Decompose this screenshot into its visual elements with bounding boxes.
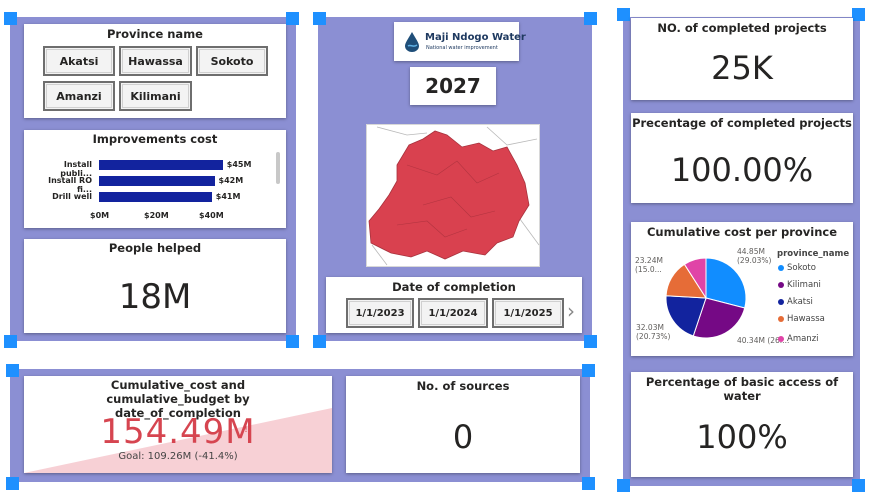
completed-projects-card: NO. of completed projects 25K xyxy=(631,18,853,100)
chevron-right-icon[interactable]: › xyxy=(567,299,575,323)
improvements-cost-title: Improvements cost xyxy=(92,132,218,146)
basic-access-card: Percentage of basic access of water 100% xyxy=(631,372,853,477)
legend-item-amanzi[interactable]: Amanzi xyxy=(778,334,819,344)
cost-budget-kpi: Cumulative_cost and cumulative_budget by… xyxy=(24,376,332,473)
province-option-hawassa[interactable]: Hawassa xyxy=(119,46,192,76)
resize-handle[interactable] xyxy=(6,364,19,377)
date-option-2023[interactable]: 1/1/2023 xyxy=(346,298,414,328)
date-option-2025[interactable]: 1/1/2025 xyxy=(492,298,564,328)
year-value: 2027 xyxy=(425,74,481,98)
warning-icon: ! xyxy=(244,424,249,435)
bar-label: Drill well xyxy=(52,192,92,201)
resize-handle[interactable] xyxy=(313,12,326,25)
water-drop-icon xyxy=(405,32,419,52)
cumulative-cost-pie-chart: Cumulative cost per province 44.85M (29.0… xyxy=(631,222,853,356)
pie-slice-amanzi[interactable] xyxy=(683,257,707,300)
basic-access-title: Percentage of basic access of water xyxy=(645,375,839,403)
map-shape[interactable] xyxy=(367,125,541,268)
resize-handle[interactable] xyxy=(582,477,595,490)
pie-data-label: 23.24M (15.0... xyxy=(635,256,663,274)
legend-item-kilimani[interactable]: Kilimani xyxy=(778,280,821,290)
sources-title: No. of sources xyxy=(416,379,510,393)
pct-completed-card: Precentage of completed projects 100.00% xyxy=(631,113,853,203)
people-helped-value: 18M xyxy=(118,277,192,317)
logo-card: Maji Ndogo Water National water improvem… xyxy=(394,22,526,61)
axis-tick-label: $0M xyxy=(90,211,110,220)
pie-slice-kilimani[interactable] xyxy=(692,297,746,339)
cost-budget-goal: Goal: 109.26M (-41.4%) xyxy=(118,451,238,462)
legend-title: province_name xyxy=(777,249,850,259)
cumulative-cost-title: Cumulative cost per province xyxy=(646,225,838,239)
pie-data-label: 40.34M (26.... xyxy=(737,336,790,345)
improvements-cost-chart: Improvements cost Install publi... Insta… xyxy=(24,130,286,228)
resize-handle[interactable] xyxy=(286,335,299,348)
bar[interactable] xyxy=(99,176,215,186)
people-helped-title: People helped xyxy=(108,241,202,255)
completed-projects-value: 25K xyxy=(711,49,773,87)
province-option-akatsi[interactable]: Akatsi xyxy=(43,46,115,76)
pct-completed-title: Precentage of completed projects xyxy=(632,116,852,130)
axis-tick-label: $40M xyxy=(199,211,224,220)
province-option-kilimani[interactable]: Kilimani xyxy=(119,81,192,111)
bar-label: Install RO fi... xyxy=(48,176,92,194)
resize-handle[interactable] xyxy=(582,364,595,377)
resize-handle[interactable] xyxy=(852,8,865,21)
bar[interactable] xyxy=(99,192,212,202)
resize-handle[interactable] xyxy=(313,335,326,348)
pct-completed-value: 100.00% xyxy=(670,151,814,189)
bar-value-label: $41M xyxy=(215,192,241,201)
completed-projects-title: NO. of completed projects xyxy=(657,21,827,35)
pie-slice-sokoto[interactable] xyxy=(705,257,747,309)
legend-item-hawassa[interactable]: Hawassa xyxy=(778,314,825,324)
pie-data-label: 44.85M (29.03%) xyxy=(737,247,772,265)
logo-name: Maji Ndogo Water xyxy=(425,32,526,43)
resize-handle[interactable] xyxy=(617,479,630,492)
resize-handle[interactable] xyxy=(584,335,597,348)
bar[interactable] xyxy=(99,160,223,170)
legend-item-akatsi[interactable]: Akatsi xyxy=(778,297,813,307)
cost-budget-title: Cumulative_cost and cumulative_budget by… xyxy=(106,378,250,420)
sources-value: 0 xyxy=(452,418,474,456)
resize-handle[interactable] xyxy=(6,477,19,490)
resize-handle[interactable] xyxy=(617,8,630,21)
province-option-amanzi[interactable]: Amanzi xyxy=(43,81,115,111)
people-helped-card: People helped 18M xyxy=(24,239,286,333)
bar-value-label: $42M xyxy=(218,176,244,185)
date-slicer-title: Date of completion xyxy=(392,280,516,294)
date-slicer: Date of completion 1/1/2023 1/1/2024 1/1… xyxy=(326,277,582,333)
province-option-sokoto[interactable]: Sokoto xyxy=(196,46,268,76)
axis-tick-label: $20M xyxy=(144,211,169,220)
cost-budget-value: 154.49M xyxy=(100,412,256,452)
goal-trend-area xyxy=(24,408,332,473)
pie-chart[interactable] xyxy=(631,222,853,356)
province-slicer: Province name Akatsi Hawassa Sokoto Aman… xyxy=(24,24,286,118)
date-option-2024[interactable]: 1/1/2024 xyxy=(418,298,488,328)
resize-handle[interactable] xyxy=(4,335,17,348)
resize-handle[interactable] xyxy=(584,12,597,25)
logo-tagline: National water improvement xyxy=(426,45,498,51)
province-slicer-title: Province name xyxy=(107,27,203,41)
pie-slice-akatsi[interactable] xyxy=(665,295,707,337)
resize-handle[interactable] xyxy=(286,12,299,25)
bar-value-label: $45M xyxy=(226,160,252,169)
sources-card: No. of sources 0 xyxy=(346,376,580,473)
basic-access-value: 100% xyxy=(696,418,788,456)
province-map[interactable] xyxy=(366,124,540,267)
legend-item-sokoto[interactable]: Sokoto xyxy=(778,263,816,273)
pie-data-label: 32.03M (20.73%) xyxy=(636,323,671,341)
scrollbar[interactable] xyxy=(276,152,280,184)
resize-handle[interactable] xyxy=(4,12,17,25)
resize-handle[interactable] xyxy=(852,479,865,492)
bar-label: Install publi... xyxy=(60,160,92,178)
year-card: 2027 xyxy=(410,67,496,105)
